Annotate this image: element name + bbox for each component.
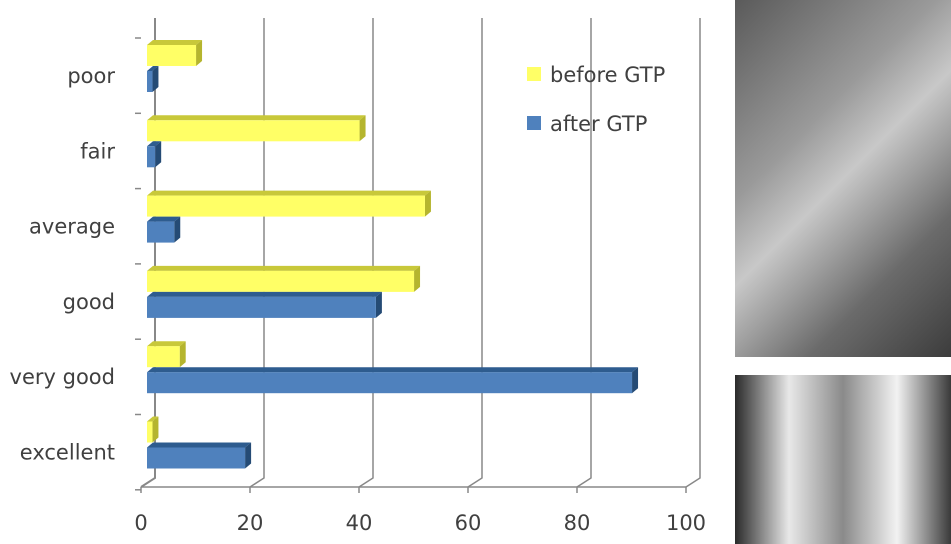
bar-top <box>147 265 421 271</box>
gridline <box>467 18 483 488</box>
gridline <box>140 18 156 488</box>
bar-after-gtp <box>147 372 633 394</box>
bar-side <box>155 141 162 168</box>
bar-after-gtp <box>147 221 175 243</box>
y-tick-label: good <box>63 290 115 314</box>
bar-side <box>245 442 252 469</box>
bar-top <box>147 341 186 347</box>
bar-before-gtp <box>147 421 153 443</box>
bar-side <box>152 416 159 443</box>
bar-side <box>152 66 159 92</box>
bar-after-gtp <box>147 146 156 168</box>
bar-side <box>179 341 186 368</box>
x-tick-label: 80 <box>564 511 591 535</box>
x-tick-label: 0 <box>134 511 147 535</box>
bar-top <box>147 367 639 373</box>
bar-top <box>147 291 382 297</box>
bar-top <box>147 66 159 71</box>
bar-side <box>196 40 203 66</box>
legend-label: after GTP <box>550 112 647 136</box>
bar-before-gtp <box>147 270 415 292</box>
bar-chart: 0 20 40 60 80 100 poor fair average good very good… <box>10 18 706 535</box>
y-tick-label: fair <box>80 139 115 163</box>
bar-before-gtp <box>147 346 180 368</box>
legend-swatch <box>527 67 541 81</box>
x-tick-label: 40 <box>346 511 373 535</box>
y-tick-label: very good <box>10 365 115 389</box>
bar-after-gtp <box>147 71 153 92</box>
gridline <box>358 18 374 488</box>
bar-after-gtp <box>147 296 376 318</box>
y-tick-label: excellent <box>20 441 115 465</box>
bar-top <box>147 416 159 422</box>
bar-side <box>414 265 421 292</box>
x-tick-label: 100 <box>666 511 706 535</box>
gridline <box>249 18 265 488</box>
y-tick-label: poor <box>67 64 115 88</box>
bar-top <box>147 190 431 196</box>
bar-top <box>147 442 252 448</box>
legend-swatch <box>527 116 541 130</box>
bar-before-gtp <box>147 45 197 66</box>
bar-side <box>632 367 639 394</box>
bar-top <box>147 115 366 121</box>
group-photo <box>735 375 951 544</box>
bar-before-gtp <box>147 195 425 217</box>
bar-top <box>147 141 162 147</box>
bar-top <box>147 40 203 45</box>
portrait-photo <box>735 0 951 357</box>
gridline <box>685 18 701 488</box>
bar-after-gtp <box>147 447 246 469</box>
bar-side <box>424 190 431 217</box>
bar-side <box>375 291 382 318</box>
bar-before-gtp <box>147 120 360 142</box>
bar-top <box>147 216 181 222</box>
legend-label: before GTP <box>550 63 665 87</box>
x-tick-label: 20 <box>237 511 264 535</box>
y-tick-label: average <box>29 215 115 239</box>
gridline <box>576 18 592 488</box>
x-tick-label: 60 <box>455 511 482 535</box>
bar-side <box>359 115 366 142</box>
bar-side <box>174 216 181 243</box>
